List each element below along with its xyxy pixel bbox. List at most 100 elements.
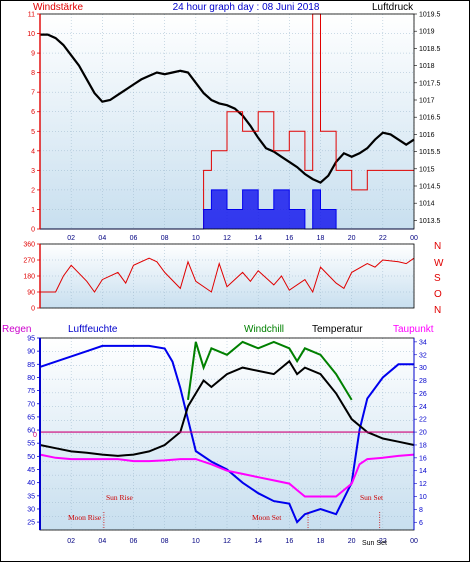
y-tick-label: 11: [28, 12, 35, 19]
x-tick-label: 02: [67, 538, 75, 545]
y-tick-label: 10: [419, 494, 427, 501]
series-gust-line: [40, 189, 414, 230]
y-tick-label: 1: [31, 207, 35, 214]
series-wind-line: [40, 13, 414, 230]
series-windchill-line: [187, 340, 353, 401]
y-tick-label: 14: [419, 468, 427, 475]
header-right: Luftdruck: [372, 2, 414, 13]
x-tick-label: 04: [98, 538, 106, 545]
x-tick-label: 02: [67, 235, 75, 242]
x-tick-label: 00: [410, 235, 418, 242]
y-tick-label: 1014: [419, 201, 435, 208]
y-tick-label: 6: [31, 109, 35, 116]
rain-zero-label: 0: [33, 432, 37, 439]
y-tick-label: 1014.5: [419, 184, 441, 191]
x-tick-label: 12: [223, 235, 231, 242]
y-tick-label: 30: [419, 365, 427, 372]
x-tick-label: 18: [317, 235, 325, 242]
y-tick-label: 40: [27, 480, 35, 487]
y-tick-label: 25: [27, 520, 35, 527]
y-tick-label: 8: [419, 507, 423, 514]
x-tick-label: 12: [223, 538, 231, 545]
sun-set-small-label: Sun Set: [362, 540, 387, 547]
x-tick-label: 22: [379, 235, 387, 242]
series-temperature-line: [39, 359, 415, 457]
y-tick-label: 35: [27, 493, 35, 500]
y-tick-label: 4: [31, 148, 35, 155]
y-tick-label: 60: [27, 428, 35, 435]
x-tick-label: 14: [254, 235, 262, 242]
y-tick-label: 1018: [419, 63, 435, 70]
x-tick-label: 08: [161, 538, 169, 545]
y-tick-label: 1019: [419, 29, 435, 36]
y-tick-label: 0: [31, 227, 35, 234]
y-tick-label: 16: [419, 455, 427, 462]
header-left: Windstärke: [33, 2, 83, 13]
x-tick-label: 18: [317, 538, 325, 545]
y-tick-label: 80: [27, 375, 35, 382]
compass-w: W: [434, 258, 444, 269]
y-tick-label: 18: [419, 442, 427, 449]
x-tick-label: 14: [254, 538, 262, 545]
y-tick-label: 55: [27, 441, 35, 448]
y-tick-label: 1016.5: [419, 115, 441, 122]
y-tick-label: 90: [27, 349, 35, 356]
y-tick-label: 9: [31, 51, 35, 58]
y-tick-label: 10: [27, 31, 35, 38]
y-tick-label: 360: [23, 242, 35, 249]
y-tick-label: 1015: [419, 166, 435, 173]
y-tick-label: 85: [27, 362, 35, 369]
y-tick-label: 1018.5: [419, 46, 441, 53]
y-tick-label: 1017: [419, 98, 435, 105]
y-tick-label: 2: [31, 187, 35, 194]
y-tick-label: 75: [27, 388, 35, 395]
y-tick-label: 7: [31, 90, 35, 97]
label-taupunkt: Taupunkt: [393, 324, 434, 335]
y-tick-label: 70: [27, 401, 35, 408]
y-tick-label: 6: [419, 520, 423, 527]
y-tick-label: 90: [27, 290, 35, 297]
x-tick-label: 20: [348, 538, 356, 545]
x-tick-label: 20: [348, 235, 356, 242]
x-tick-label: 00: [410, 538, 418, 545]
y-tick-label: 180: [23, 274, 35, 281]
x-tick-label: 06: [130, 235, 138, 242]
y-tick-label: 1019.5: [419, 12, 441, 19]
y-tick-label: 32: [419, 352, 427, 359]
label-temperatur: Temperatur: [312, 324, 363, 335]
y-tick-label: 5: [31, 129, 35, 136]
x-tick-label: 10: [192, 538, 200, 545]
x-tick-label: 16: [285, 538, 293, 545]
label-regen: Regen: [2, 324, 31, 335]
y-tick-label: 30: [27, 506, 35, 513]
y-tick-label: 270: [23, 258, 35, 265]
x-tick-label: 04: [98, 235, 106, 242]
x-tick-label: 22: [379, 538, 387, 545]
series-dewpoint-line: [39, 453, 415, 498]
label-luftfeuchte: Luftfeuchte: [68, 324, 118, 335]
y-tick-label: 34: [419, 339, 427, 346]
y-tick-label: 20: [419, 430, 427, 437]
y-tick-label: 28: [419, 378, 427, 385]
chart-title: 24 hour graph day : 08 Juni 2018: [173, 2, 320, 13]
compass-n-top: N: [434, 241, 441, 252]
x-tick-label: 08: [161, 235, 169, 242]
y-tick-label: 1015.5: [419, 149, 441, 156]
y-tick-label: 12: [419, 481, 427, 488]
y-tick-label: 1017.5: [419, 80, 441, 87]
x-tick-label: 16: [285, 235, 293, 242]
y-tick-label: 22: [419, 417, 427, 424]
y-tick-label: 45: [27, 467, 35, 474]
y-tick-label: 50: [27, 454, 35, 461]
x-tick-label: 10: [192, 235, 200, 242]
x-tick-label: 06: [130, 538, 138, 545]
compass-n-bottom: N: [434, 305, 441, 316]
y-tick-label: 95: [27, 336, 35, 343]
compass-o: O: [434, 289, 442, 300]
series-pressure-line: [40, 33, 415, 184]
sun-rise-label: Sun Rise: [106, 493, 134, 502]
y-tick-label: 24: [419, 404, 427, 411]
y-tick-label: 1013.5: [419, 218, 441, 225]
y-tick-label: 0: [31, 306, 35, 313]
